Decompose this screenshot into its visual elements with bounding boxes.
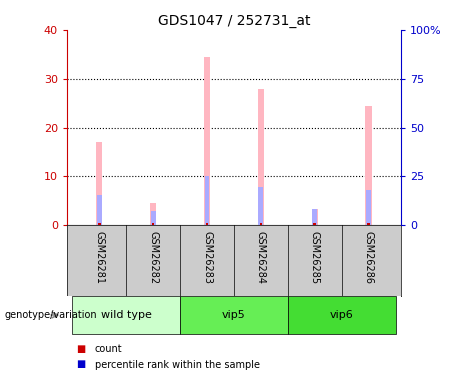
Text: vip6: vip6 [330, 310, 354, 320]
Bar [288, 296, 396, 334]
Bar [313, 223, 316, 225]
Bar [204, 57, 210, 225]
Text: ■: ■ [76, 344, 85, 354]
Text: GSM26284: GSM26284 [256, 231, 266, 284]
Bar [205, 176, 209, 225]
Bar [150, 203, 156, 225]
Text: wild type: wild type [100, 310, 152, 320]
Bar [258, 88, 264, 225]
Bar [72, 296, 180, 334]
Bar [151, 211, 155, 225]
Text: genotype/variation: genotype/variation [5, 310, 97, 320]
Bar [259, 187, 263, 225]
Bar [260, 223, 262, 225]
Bar [180, 296, 288, 334]
Bar [366, 190, 371, 225]
Text: GSM26281: GSM26281 [94, 231, 104, 284]
Bar [98, 223, 100, 225]
Bar [206, 223, 208, 225]
Text: GSM26282: GSM26282 [148, 231, 158, 284]
Text: ■: ■ [76, 360, 85, 369]
Title: GDS1047 / 252731_at: GDS1047 / 252731_at [158, 13, 310, 28]
Bar [367, 223, 370, 225]
Bar [97, 195, 101, 225]
Text: count: count [95, 344, 122, 354]
Bar [312, 209, 318, 225]
Text: percentile rank within the sample: percentile rank within the sample [95, 360, 260, 369]
Bar [366, 106, 372, 225]
Text: vip5: vip5 [222, 310, 246, 320]
Bar [96, 142, 102, 225]
Text: GSM26283: GSM26283 [202, 231, 212, 284]
Bar [152, 223, 154, 225]
Text: GSM26285: GSM26285 [310, 231, 320, 284]
Text: GSM26286: GSM26286 [364, 231, 374, 284]
Bar [313, 209, 317, 225]
